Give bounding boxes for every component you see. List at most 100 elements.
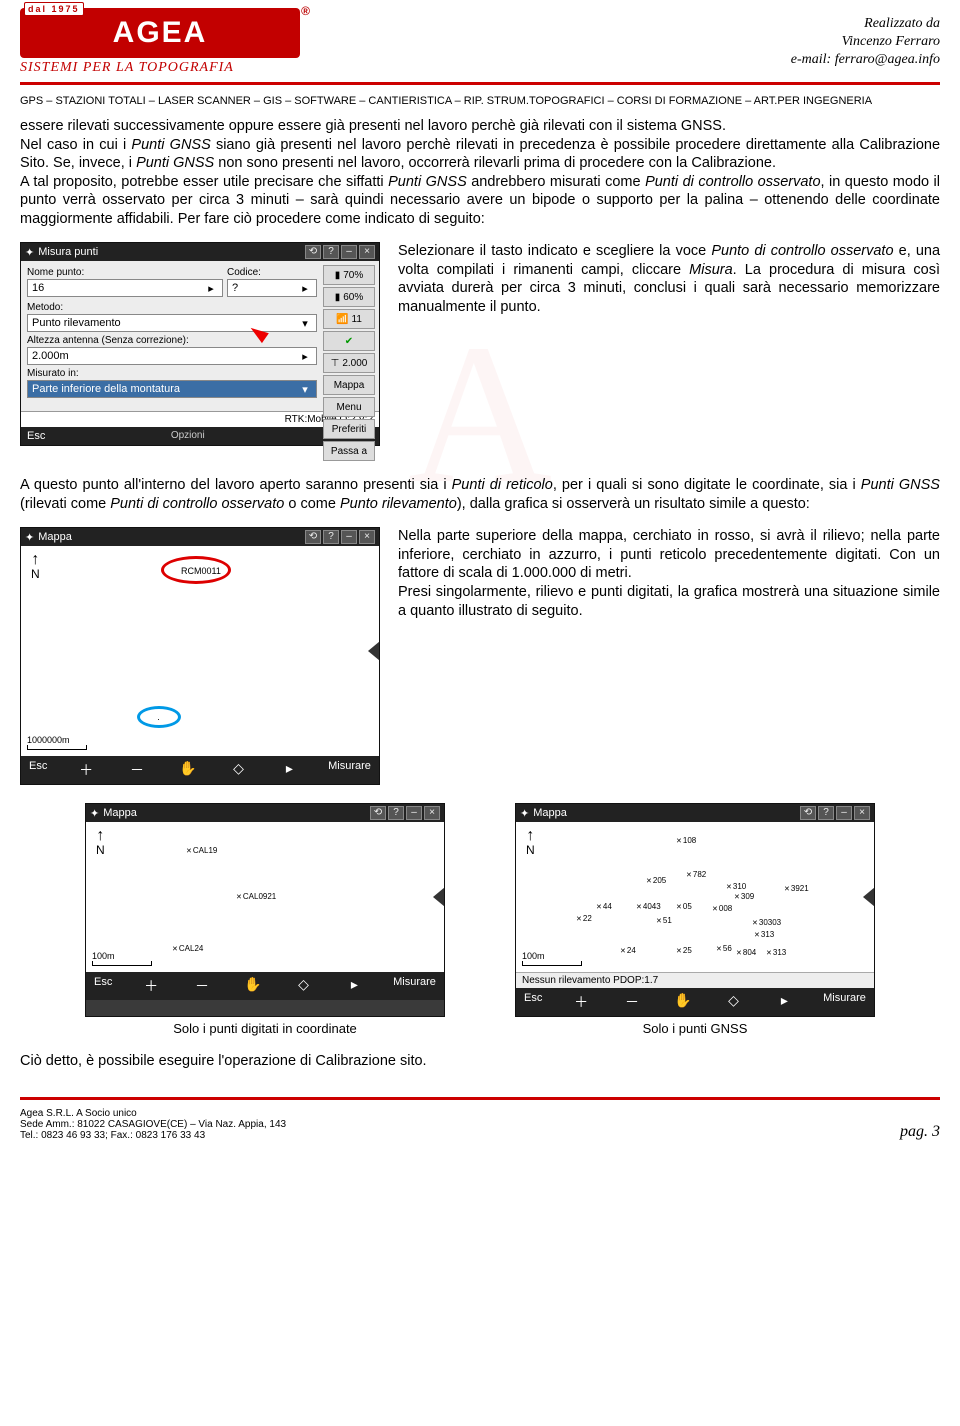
back-button[interactable]: ⟲ xyxy=(305,530,321,544)
help-button[interactable]: ? xyxy=(818,806,834,820)
zoom-out-button[interactable]: － xyxy=(620,992,644,1012)
esc-button[interactable]: Esc xyxy=(524,992,542,1012)
close-button[interactable]: × xyxy=(359,530,375,544)
altezza-input[interactable]: 2.000m▸ xyxy=(27,347,317,365)
scale-value: 100m xyxy=(522,951,582,961)
map-point: 205 xyxy=(646,876,666,885)
minimize-button[interactable]: – xyxy=(406,806,422,820)
device-title: Mappa xyxy=(38,531,72,543)
esc-button[interactable]: Esc xyxy=(29,760,47,780)
footer-line: Tel.: 0823 46 93 33; Fax.: 0823 176 33 4… xyxy=(20,1130,286,1141)
footer-line: Agea S.R.L. A Socio unico xyxy=(20,1108,286,1119)
close-button[interactable]: × xyxy=(424,806,440,820)
help-button[interactable]: ? xyxy=(323,245,339,259)
map-point: 51 xyxy=(656,916,672,925)
text: Selezionare il tasto indicato e sceglier… xyxy=(398,243,711,259)
text: essere rilevati successivamente oppure e… xyxy=(20,118,726,134)
esc-button[interactable]: Esc xyxy=(94,976,112,996)
paragraph: essere rilevati successivamente oppure e… xyxy=(20,117,940,228)
tagline: SISTEMI PER LA TOPOGRAFIA xyxy=(20,60,300,76)
text-italic: Misura xyxy=(689,262,733,278)
text-italic: Punti di controllo osservato xyxy=(110,496,284,512)
scale-bar: 1000000m xyxy=(27,735,87,750)
pan-button[interactable]: ✋ xyxy=(176,760,200,780)
back-button[interactable]: ⟲ xyxy=(305,245,321,259)
menu-button[interactable]: Menu xyxy=(323,397,375,417)
passa-a-button[interactable]: Passa a xyxy=(323,441,375,461)
device-mappa-right: ✦Mappa ⟲ ? – × ↑N 108 205 782 310 309 39… xyxy=(515,803,875,1017)
zoom-in-button[interactable]: ＋ xyxy=(569,992,593,1012)
help-button[interactable]: ? xyxy=(323,530,339,544)
caption-right: Solo i punti GNSS xyxy=(515,1021,875,1036)
credit-line: Vincenzo Ferraro xyxy=(791,33,940,51)
collapse-arrow-icon[interactable] xyxy=(433,887,444,907)
more-button[interactable]: ▸ xyxy=(342,976,366,996)
text-italic: Punto rilevamento xyxy=(340,496,457,512)
preferiti-button[interactable]: Preferiti xyxy=(323,419,375,439)
map-point: CAL0921 xyxy=(236,892,276,901)
text-italic: Punto di controllo osservato xyxy=(711,243,893,259)
text: Presi singolarmente, rilievo e punti dig… xyxy=(398,584,940,619)
dropdown-icon[interactable]: ▸ xyxy=(298,350,312,363)
zoom-out-button[interactable]: － xyxy=(190,976,214,996)
zoom-out-button[interactable]: － xyxy=(125,760,149,780)
nome-punto-input[interactable]: 16▸ xyxy=(27,279,223,297)
field-label: Misurato in: xyxy=(27,368,317,379)
paragraph: Ciò detto, è possibile eseguire l'operaz… xyxy=(20,1052,940,1071)
pan-button[interactable]: ✋ xyxy=(241,976,265,996)
close-button[interactable]: × xyxy=(854,806,870,820)
text-italic: Punti GNSS xyxy=(136,155,214,171)
more-button[interactable]: ▸ xyxy=(277,760,301,780)
misurare-button[interactable]: Misurare xyxy=(393,976,436,996)
compass-icon: ↑N xyxy=(31,552,40,580)
minimize-button[interactable]: – xyxy=(341,245,357,259)
satellite-icon: ✦ xyxy=(25,246,34,259)
misurare-button[interactable]: Misurare xyxy=(328,760,371,780)
chevron-down-icon[interactable]: ▾ xyxy=(298,383,312,396)
codice-input[interactable]: ?▸ xyxy=(227,279,317,297)
collapse-arrow-icon[interactable] xyxy=(863,887,874,907)
zoom-in-button[interactable]: ＋ xyxy=(74,760,98,780)
device-misura-punti: ✦ Misura punti ⟲ ? – × Nome punto: 16▸ xyxy=(20,242,380,446)
satellite-icon: ✦ xyxy=(25,531,34,544)
text: andrebbero misurati come xyxy=(467,174,645,190)
zoom-extent-button[interactable]: ◇ xyxy=(227,760,251,780)
device-title: Mappa xyxy=(103,807,137,819)
map-point: 05 xyxy=(676,902,692,911)
opzioni-button[interactable]: Opzioni xyxy=(171,430,205,442)
pan-button[interactable]: ✋ xyxy=(671,992,695,1012)
help-button[interactable]: ? xyxy=(388,806,404,820)
map-point: 309 xyxy=(734,892,754,901)
minimize-button[interactable]: – xyxy=(341,530,357,544)
zoom-extent-button[interactable]: ◇ xyxy=(722,992,746,1012)
metodo-dropdown[interactable]: Punto rilevamento▾ xyxy=(27,314,317,332)
text: Nel caso in cui i xyxy=(20,137,131,153)
logo-text: AGEA xyxy=(113,16,208,50)
back-button[interactable]: ⟲ xyxy=(800,806,816,820)
map-point: 804 xyxy=(736,948,756,957)
battery-indicator: ▮ 70% xyxy=(323,265,375,285)
paragraph: A questo punto all'interno del lavoro ap… xyxy=(20,476,940,513)
zoom-in-button[interactable]: ＋ xyxy=(139,976,163,996)
misurare-button[interactable]: Misurare xyxy=(823,992,866,1012)
chevron-down-icon[interactable]: ▾ xyxy=(298,317,312,330)
misurato-dropdown[interactable]: Parte inferiore della montatura▾ xyxy=(27,380,317,398)
field-label: Metodo: xyxy=(27,302,317,313)
dropdown-icon[interactable]: ▸ xyxy=(298,282,312,295)
esc-button[interactable]: Esc xyxy=(27,430,45,442)
close-button[interactable]: × xyxy=(359,245,375,259)
collapse-arrow-icon[interactable] xyxy=(368,641,379,661)
device-title: Mappa xyxy=(533,807,567,819)
minimize-button[interactable]: – xyxy=(836,806,852,820)
text: non sono presenti nel lavoro, occorrerà … xyxy=(214,155,776,171)
back-button[interactable]: ⟲ xyxy=(370,806,386,820)
more-button[interactable]: ▸ xyxy=(772,992,796,1012)
dropdown-icon[interactable]: ▸ xyxy=(204,282,218,295)
map-point: CAL24 xyxy=(172,944,203,953)
text: (rilevati come xyxy=(20,496,110,512)
mappa-button[interactable]: Mappa xyxy=(323,375,375,395)
input-value: ? xyxy=(232,282,238,294)
satellite-icon: ✦ xyxy=(90,807,99,820)
text-italic: Punti GNSS xyxy=(388,174,467,190)
zoom-extent-button[interactable]: ◇ xyxy=(292,976,316,996)
